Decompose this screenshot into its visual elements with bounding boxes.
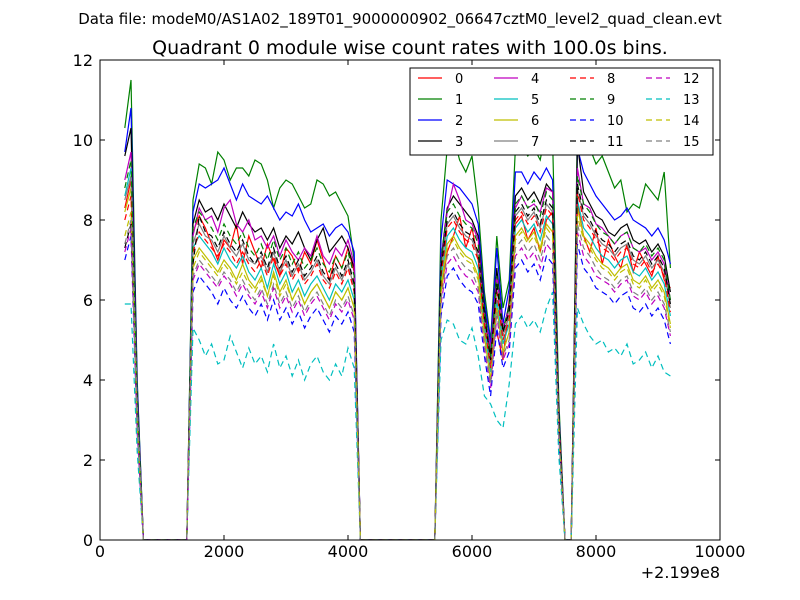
y-tick-label: 10 xyxy=(73,131,93,150)
series-line-5 xyxy=(124,167,671,540)
y-tick-label: 0 xyxy=(83,531,93,550)
series-line-6 xyxy=(124,187,671,540)
legend-label-15: 15 xyxy=(683,135,700,150)
x-tick-label: 2000 xyxy=(204,542,245,561)
x-offset-label: +2.199e8 xyxy=(641,563,720,582)
x-axis: 0 2000 4000 6000 8000 10000 xyxy=(95,60,746,561)
legend-label-10: 10 xyxy=(607,114,624,129)
legend-label-6: 6 xyxy=(531,114,539,129)
x-tick-label: 6000 xyxy=(452,542,493,561)
series-line-8 xyxy=(124,191,671,540)
legend-label-4: 4 xyxy=(531,72,539,87)
series-line-9 xyxy=(124,159,671,540)
legend-label-13: 13 xyxy=(683,93,700,108)
series-line-10 xyxy=(124,235,671,540)
legend-label-9: 9 xyxy=(607,93,615,108)
chart-title: Quadrant 0 module wise count rates with … xyxy=(152,37,668,59)
legend-label-3: 3 xyxy=(455,135,463,150)
legend-frame xyxy=(409,67,714,156)
x-tick-label: 4000 xyxy=(328,542,369,561)
series-line-3 xyxy=(124,127,671,540)
y-tick-label: 8 xyxy=(83,211,93,230)
series-layer xyxy=(124,79,671,540)
x-tick-label: 8000 xyxy=(576,542,617,561)
series-line-12 xyxy=(124,227,671,540)
chart-suptitle: Data file: modeM0/AS1A02_189T01_90000009… xyxy=(78,10,722,29)
legend-label-0: 0 xyxy=(455,72,463,87)
series-line-11 xyxy=(124,183,671,540)
legend-label-5: 5 xyxy=(531,93,539,108)
x-tick-label: 10000 xyxy=(695,542,746,561)
legend-label-7: 7 xyxy=(531,135,539,150)
legend-label-8: 8 xyxy=(607,72,615,87)
series-line-13 xyxy=(124,291,671,540)
y-tick-label: 12 xyxy=(73,51,93,70)
y-tick-label: 4 xyxy=(83,371,93,390)
legend-label-2: 2 xyxy=(455,114,463,129)
legend-label-1: 1 xyxy=(455,93,463,108)
y-tick-label: 6 xyxy=(83,291,93,310)
series-line-14 xyxy=(124,211,671,540)
x-tick-label: 0 xyxy=(95,542,105,561)
series-line-7 xyxy=(124,175,671,540)
series-line-4 xyxy=(124,151,671,540)
legend-label-11: 11 xyxy=(607,135,624,150)
y-tick-label: 2 xyxy=(83,451,93,470)
legend-label-14: 14 xyxy=(683,114,700,129)
legend-label-12: 12 xyxy=(683,72,700,87)
